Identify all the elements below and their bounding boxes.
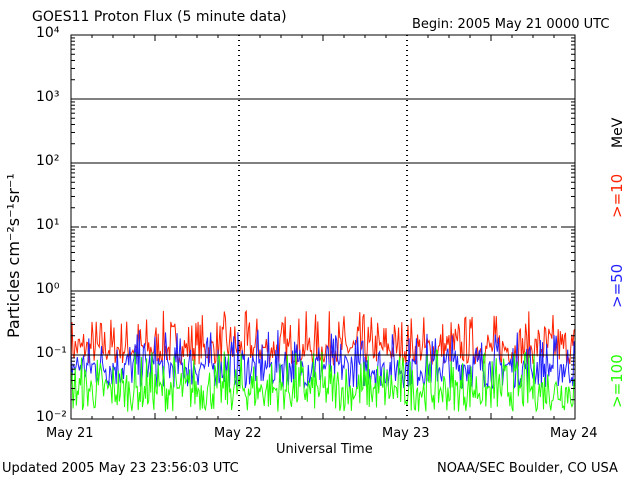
y-tick-label: 10³ [36, 89, 60, 105]
series-10mev [70, 309, 576, 367]
updated-timestamp: Updated 2005 May 23 23:56:03 UTC [2, 461, 239, 476]
axis-ticks [71, 34, 575, 420]
begin-date: Begin: 2005 May 21 0000 UTC [412, 17, 610, 32]
y-tick-label: 10⁻² [36, 409, 67, 425]
reference-lines [71, 98, 575, 356]
y-tick-label: 10⁻¹ [36, 345, 67, 361]
x-tick-label: May 21 [46, 426, 94, 441]
series-100mev [70, 348, 576, 413]
day-markers [238, 35, 408, 419]
x-tick-label: May 23 [382, 426, 430, 441]
y-tick-label: 10⁴ [36, 25, 60, 41]
legend-item-100: >=100 [608, 354, 626, 408]
y-tick-label: 10² [36, 153, 60, 169]
credit: NOAA/SEC Boulder, CO USA [437, 461, 618, 476]
x-axis-label: Universal Time [276, 442, 373, 457]
series-layer [70, 309, 576, 413]
y-tick-label: 10¹ [36, 217, 60, 233]
legend-item-50: >=50 [608, 263, 626, 308]
legend-item-10: >=10 [608, 173, 626, 218]
x-tick-label: May 22 [214, 426, 262, 441]
y-axis-label: Particles cm⁻²s⁻¹sr⁻¹ [4, 173, 23, 338]
y-tick-label: 10⁰ [36, 281, 60, 297]
x-tick-label: May 24 [550, 426, 598, 441]
legend-unit: MeV [610, 117, 626, 148]
chart-title: GOES11 Proton Flux (5 minute data) [32, 9, 287, 25]
series-50mev [70, 329, 576, 390]
